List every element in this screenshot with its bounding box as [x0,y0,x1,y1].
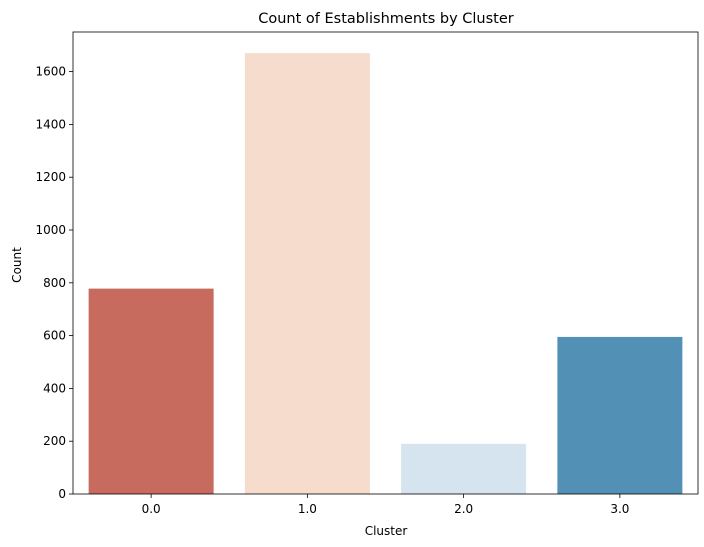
x-tick-label: 0.0 [142,502,161,516]
y-tick-label: 200 [43,434,66,448]
y-tick-label: 0 [58,487,66,501]
bar-cluster-3.0 [557,336,683,494]
y-tick-label: 1200 [35,170,66,184]
x-tick-label: 3.0 [610,502,629,516]
y-tick-label: 600 [43,329,66,343]
bar-cluster-1.0 [244,53,370,495]
chart-title: Count of Establishments by Cluster [258,11,514,27]
bar-cluster-2.0 [401,443,527,494]
x-tick-label: 1.0 [298,502,317,516]
x-tick-label: 2.0 [454,502,473,516]
y-tick-label: 1600 [35,65,66,79]
y-tick-label: 800 [43,276,66,290]
y-axis-label: Count [10,247,24,283]
y-tick-label: 400 [43,381,66,395]
x-axis-label: Cluster [365,524,408,538]
y-tick-label: 1000 [35,223,66,237]
plot-frame [72,31,699,495]
y-tick-label: 1400 [35,117,66,131]
bar-cluster-0.0 [88,288,214,494]
